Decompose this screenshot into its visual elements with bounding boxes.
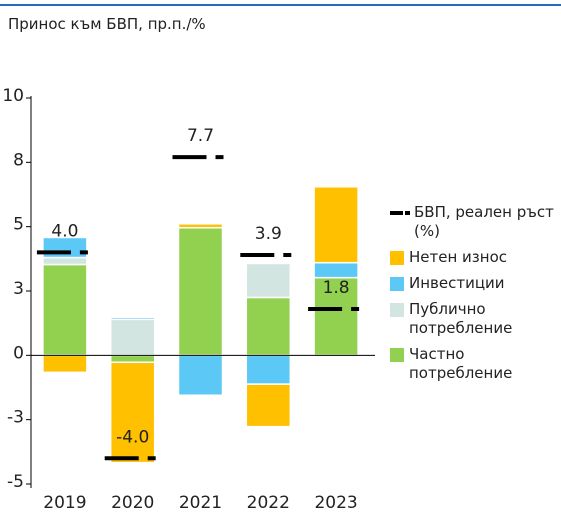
bar-segment <box>177 226 224 357</box>
chart-title: Принос към БВП, пр.п./% <box>8 15 206 33</box>
x-tick-label: 2019 <box>43 493 86 513</box>
legend-swatch <box>390 251 404 265</box>
y-tick-label: 0 <box>13 343 24 363</box>
bar-segment <box>313 186 359 264</box>
legend-item: Инвестиции <box>390 274 560 293</box>
y-tick-label: 5 <box>13 215 24 235</box>
legend-label: БВП, реален ръст (%) <box>414 203 554 240</box>
gdp-label: 1.8 <box>323 278 350 298</box>
legend-item: Частно потребление <box>390 345 560 383</box>
legend-item: БВП, реален ръст (%) <box>390 203 560 241</box>
x-tick-label: 2020 <box>111 493 154 513</box>
bar-segment <box>42 263 88 357</box>
bar-segment <box>245 262 292 299</box>
y-tick-label: -3 <box>7 408 24 428</box>
legend-label: Публично потребление <box>409 300 513 337</box>
legend-item: Нетен износ <box>390 248 560 267</box>
gdp-label: 4.0 <box>51 221 78 241</box>
y-tick-label: -5 <box>7 472 24 492</box>
bar-segment <box>42 354 88 374</box>
bar-segment <box>42 256 88 266</box>
legend: БВП, реален ръст (%) Нетен износ Инвестици… <box>390 203 560 390</box>
legend-swatch <box>390 277 404 291</box>
gdp-label: -4.0 <box>116 427 149 447</box>
x-tick-label: 2022 <box>247 493 290 513</box>
legend-label: Инвестиции <box>409 274 505 292</box>
legend-item: Публично потребление <box>390 300 560 338</box>
y-tick-label: 10 <box>2 86 24 106</box>
bar-segment <box>109 316 156 321</box>
bar-segment <box>109 354 156 364</box>
dash-long <box>390 211 403 215</box>
bar-segment <box>109 361 156 464</box>
dash-short <box>405 211 410 215</box>
x-tick-label: 2021 <box>179 493 222 513</box>
gdp-label: 3.9 <box>255 224 282 244</box>
legend-swatch <box>390 303 404 317</box>
bar-segment <box>313 261 359 279</box>
legend-label: Частно потребление <box>409 345 513 382</box>
bar-segment <box>177 223 224 229</box>
bar-segment <box>177 354 224 396</box>
bar-segment <box>109 318 156 357</box>
bar-segment <box>245 296 292 357</box>
y-tick-label: 3 <box>13 279 24 299</box>
y-tick-label: 8 <box>13 150 24 170</box>
bar-segment <box>313 276 359 357</box>
legend-swatch <box>390 348 404 362</box>
bar-segment <box>245 354 292 385</box>
bar-segment <box>245 383 292 428</box>
top-rule <box>0 4 561 6</box>
legend-label: Нетен износ <box>409 248 508 266</box>
legend-dash <box>390 211 410 215</box>
x-tick-label: 2023 <box>314 493 357 513</box>
gdp-label: 7.7 <box>187 126 214 146</box>
